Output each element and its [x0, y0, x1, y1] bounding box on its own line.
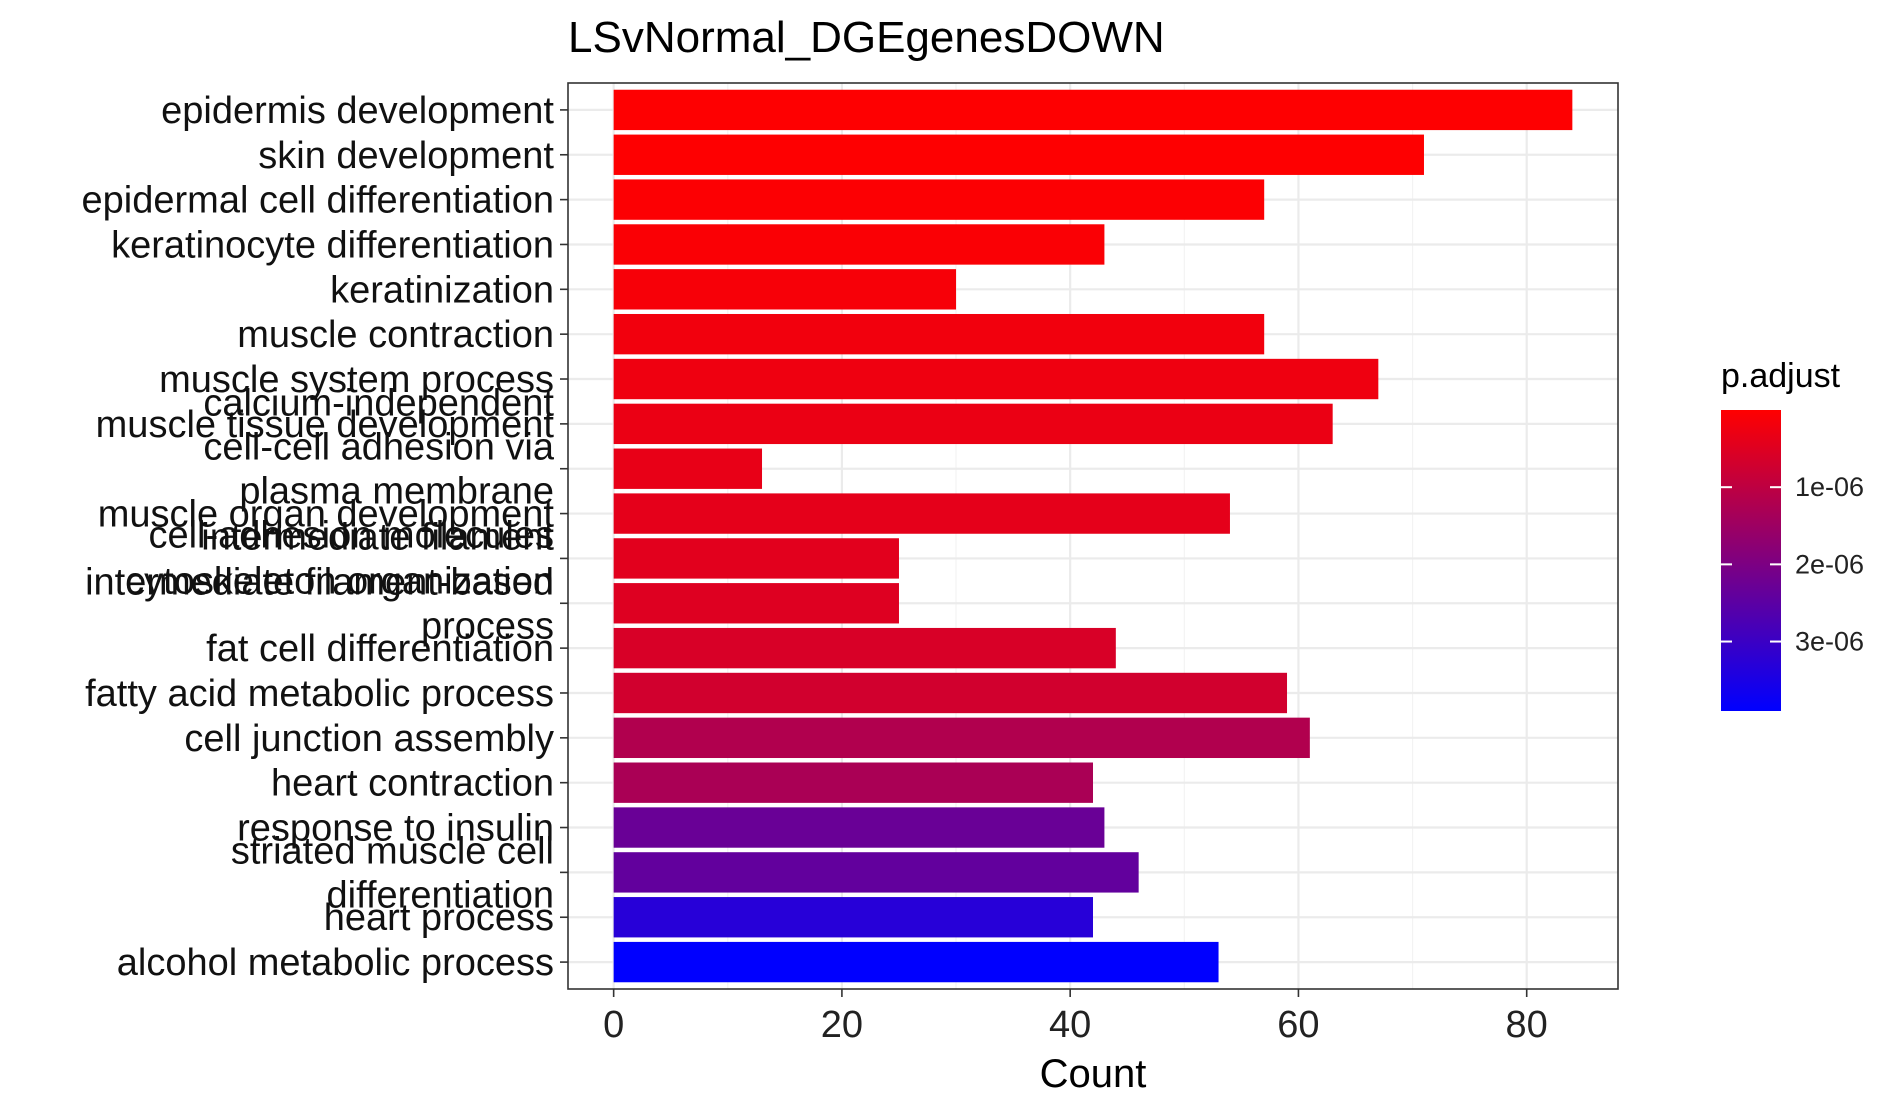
- bar-intermediate-filament-cytoskeleton-organization: [613, 538, 899, 579]
- legend-tick-label: 2e-06: [1795, 549, 1864, 579]
- plot-panel-border: [567, 82, 1619, 990]
- y-tick-label: plasma membrane: [239, 471, 554, 513]
- y-tick-label: response to insulin: [237, 808, 554, 850]
- bar-fat-cell-differentiation: [613, 627, 1116, 669]
- y-tick-label: striated muscle cell: [231, 830, 554, 872]
- y-tick-label: process: [421, 605, 554, 647]
- y-tick-label: fat cell differentiation: [206, 628, 554, 670]
- x-tick-label: 40: [1049, 1004, 1091, 1046]
- bar-skin-development: [613, 134, 1424, 175]
- bar-muscle-organ-development: [613, 493, 1230, 534]
- bar-epidermal-cell-differentiation: [613, 179, 1265, 220]
- bar-muscle-tissue-development: [613, 403, 1333, 445]
- bar-cell-junction-assembly: [613, 717, 1310, 759]
- legend-colorbar: [1721, 410, 1781, 711]
- y-tick-label: heart process: [324, 897, 554, 939]
- bar-intermediate-filament-based-process: [613, 583, 899, 624]
- bar-muscle-system-process: [613, 358, 1379, 400]
- chart-title: LSvNormal_DGEgenesDOWN: [568, 13, 1165, 62]
- y-tick-label: keratinization: [330, 269, 554, 311]
- y-tick-label: muscle organ development: [98, 494, 555, 536]
- y-tick-label: heart contraction: [271, 763, 554, 805]
- legend-title: p.adjust: [1721, 357, 1841, 395]
- bar-heart-contraction: [613, 762, 1093, 803]
- y-tick-label: cell-adhesion molecules: [148, 515, 554, 557]
- y-tick-label: cell junction assembly: [184, 718, 554, 760]
- y-tick-label: muscle tissue development: [96, 404, 555, 446]
- x-tick-label: 20: [821, 1004, 863, 1046]
- bar-keratinization: [613, 269, 957, 310]
- bar-epidermis-development: [613, 89, 1573, 131]
- bar-heart-process: [613, 897, 1093, 938]
- y-tick-label: intermediate filament: [201, 516, 554, 558]
- y-tick-label: keratinocyte differentiation: [111, 224, 554, 266]
- bar-keratinocyte-differentiation: [613, 224, 1105, 265]
- bar-alcohol-metabolic-process: [613, 941, 1219, 983]
- y-tick-label: fatty acid metabolic process: [85, 673, 554, 715]
- bar-response-to-insulin: [613, 807, 1105, 848]
- y-tick-label: cell-cell adhesion via: [203, 427, 554, 469]
- bar-fatty-acid-metabolic-process: [613, 672, 1288, 714]
- y-tick-label: muscle contraction: [237, 314, 554, 356]
- y-tick-label: muscle system process: [159, 359, 554, 401]
- y-tick-label: differentiation: [327, 874, 554, 916]
- y-tick-label: epidermis development: [161, 90, 554, 132]
- x-tick-label: 60: [1277, 1004, 1319, 1046]
- y-tick-label: intermediate filament-based: [85, 561, 554, 603]
- bar-calcium-independent-cell-cell-adhesion-via-plasma-membrane-cell-adhesion-molecules: [613, 448, 763, 489]
- y-tick-label: skin development: [258, 135, 554, 177]
- y-tick-label: cytoskeleton organization: [125, 560, 554, 602]
- bar-muscle-contraction: [613, 313, 1265, 355]
- x-tick-label: 0: [603, 1004, 624, 1046]
- legend-tick-label: 3e-06: [1795, 627, 1864, 657]
- y-tick-label: calcium-independent: [203, 383, 554, 425]
- bar-striated-muscle-cell-differentiation: [613, 852, 1139, 893]
- x-axis-title: Count: [1040, 1052, 1147, 1096]
- y-tick-label: epidermal cell differentiation: [82, 180, 554, 222]
- x-tick-label: 80: [1506, 1004, 1548, 1046]
- y-tick-label: alcohol metabolic process: [117, 942, 554, 984]
- legend-tick-label: 1e-06: [1795, 472, 1864, 502]
